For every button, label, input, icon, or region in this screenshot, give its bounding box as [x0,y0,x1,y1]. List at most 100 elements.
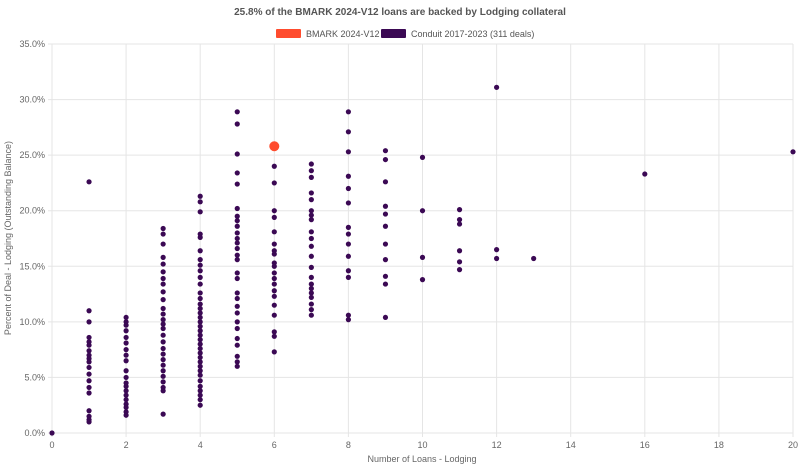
point-conduit[interactable] [123,340,129,346]
point-conduit[interactable] [197,257,203,263]
point-conduit[interactable] [123,397,129,403]
point-conduit[interactable] [234,218,240,224]
point-conduit[interactable] [234,295,240,302]
point-conduit[interactable] [308,312,314,318]
point-conduit[interactable] [271,329,277,335]
point-conduit[interactable] [234,310,240,316]
point-conduit[interactable] [197,314,203,321]
point-conduit[interactable] [234,257,240,263]
point-conduit[interactable] [345,268,351,274]
point-conduit[interactable] [160,411,166,417]
point-conduit[interactable] [382,179,389,185]
point-conduit[interactable] [160,269,166,275]
point-conduit[interactable] [308,235,314,242]
point-conduit[interactable] [160,325,166,332]
point-conduit[interactable] [197,323,203,329]
point-conduit[interactable] [197,388,203,394]
point-conduit[interactable] [197,354,203,361]
point-conduit[interactable] [345,224,351,230]
point-conduit[interactable] [419,254,426,260]
point-conduit[interactable] [123,368,129,374]
point-conduit[interactable] [234,223,240,229]
point-conduit[interactable] [308,208,314,214]
point-conduit[interactable] [160,317,166,323]
point-conduit[interactable] [271,251,277,257]
point-conduit[interactable] [86,334,92,341]
point-conduit[interactable] [160,379,166,385]
point-conduit[interactable] [345,253,351,259]
point-conduit[interactable] [197,350,203,356]
point-conduit[interactable] [456,221,463,227]
point-conduit[interactable] [123,334,129,341]
point-conduit[interactable] [160,241,166,247]
point-conduit[interactable] [234,252,240,258]
point-conduit[interactable] [345,149,351,155]
point-conduit[interactable] [271,293,277,299]
point-conduit[interactable] [123,374,129,381]
point-conduit[interactable] [345,129,351,135]
point-conduit[interactable] [197,295,203,302]
point-conduit[interactable] [271,214,277,220]
point-conduit[interactable] [382,223,389,229]
point-conduit[interactable] [382,314,389,321]
point-conduit[interactable] [86,378,92,384]
point-conduit[interactable] [160,357,166,363]
point-conduit[interactable] [494,247,500,253]
point-conduit[interactable] [271,208,277,214]
point-conduit[interactable] [234,275,240,282]
point-conduit[interactable] [494,255,500,262]
point-conduit[interactable] [197,341,203,347]
point-conduit[interactable] [345,200,351,206]
point-conduit[interactable] [197,290,203,296]
point-conduit[interactable] [123,412,129,418]
point-conduit[interactable] [234,170,240,176]
point-conduit[interactable] [197,281,203,287]
point-conduit[interactable] [234,335,240,342]
point-conduit[interactable] [197,337,203,343]
point-conduit[interactable] [197,363,203,369]
point-conduit[interactable] [308,274,314,280]
point-conduit[interactable] [271,275,277,282]
point-conduit[interactable] [197,383,203,389]
point-conduit[interactable] [123,314,129,321]
point-conduit[interactable] [123,328,129,334]
point-conduit[interactable] [531,255,537,262]
point-conduit[interactable] [160,297,166,303]
point-conduit[interactable] [160,351,166,357]
point-conduit[interactable] [197,402,203,408]
point-conduit[interactable] [419,208,426,214]
point-conduit[interactable] [197,397,203,403]
point-conduit[interactable] [197,319,203,325]
point-conduit[interactable] [160,281,166,287]
point-conduit[interactable] [382,257,389,263]
point-conduit[interactable] [160,231,166,237]
point-conduit[interactable] [456,217,463,223]
point-conduit[interactable] [197,262,203,268]
point-conduit[interactable] [234,353,240,359]
point-conduit[interactable] [456,248,463,254]
point-conduit[interactable] [197,378,203,384]
point-conduit[interactable] [271,281,277,287]
point-conduit[interactable] [86,384,92,391]
point-conduit[interactable] [234,325,240,332]
point-conduit[interactable] [197,372,203,378]
point-conduit[interactable] [234,213,240,219]
point-conduit[interactable] [160,275,166,282]
point-conduit[interactable] [160,311,166,317]
point-conduit[interactable] [160,373,166,379]
point-conduit[interactable] [197,301,203,307]
point-conduit[interactable] [234,342,240,348]
point-conduit[interactable] [308,161,314,167]
point-conduit[interactable] [308,174,314,180]
point-conduit[interactable] [642,171,648,177]
point-conduit[interactable] [308,264,314,270]
point-conduit[interactable] [234,319,240,325]
point-conduit[interactable] [271,229,277,235]
point-conduit[interactable] [382,148,389,154]
point-conduit[interactable] [271,288,277,294]
point-conduit[interactable] [123,392,129,398]
point-conduit[interactable] [234,245,240,252]
point-conduit[interactable] [456,259,463,265]
point-conduit[interactable] [197,234,203,240]
point-conduit[interactable] [382,203,389,209]
